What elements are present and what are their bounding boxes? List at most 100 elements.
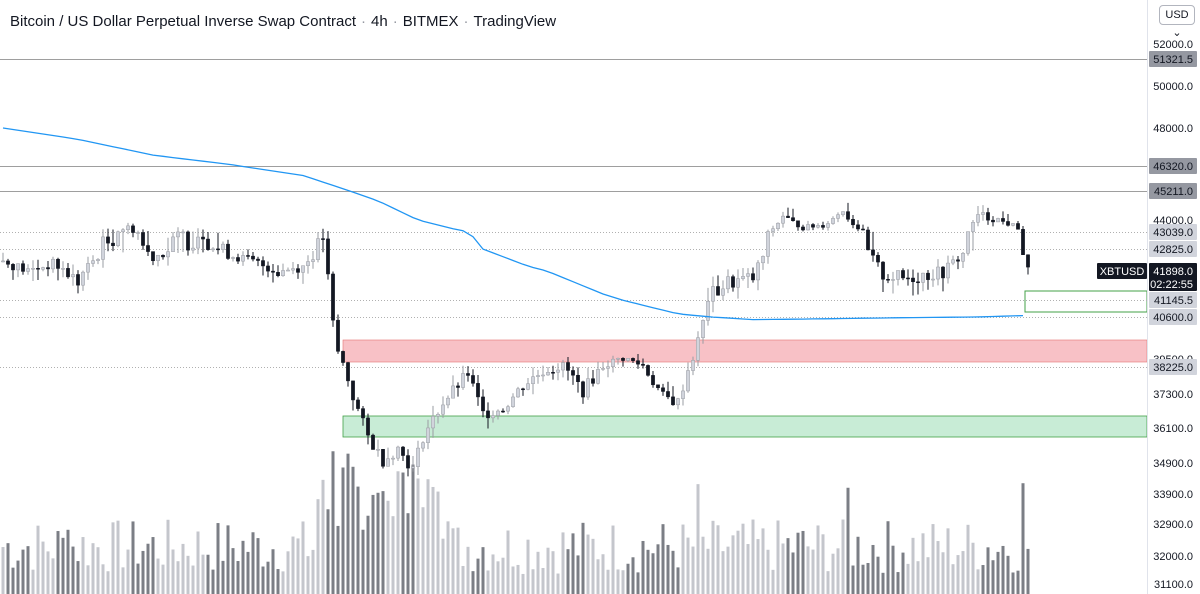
- volume-bar: [151, 537, 155, 594]
- volume-bar: [501, 557, 505, 594]
- volume-bar: [11, 567, 15, 594]
- currency-button[interactable]: USD ⌄: [1159, 5, 1195, 39]
- volume-bar: [436, 491, 440, 594]
- volume-bar: [461, 565, 465, 594]
- volume-bar: [206, 554, 210, 594]
- candle-body: [26, 268, 30, 272]
- candle-body: [1016, 223, 1020, 230]
- candle-body: [916, 281, 920, 284]
- y-axis-tick-label: 32000.0: [1153, 551, 1193, 563]
- volume-bar: [786, 538, 790, 594]
- candle-body: [851, 219, 855, 226]
- candle-body: [616, 358, 620, 360]
- candle-body: [321, 238, 325, 240]
- volume-bar: [1011, 572, 1015, 594]
- volume-bar: [711, 520, 715, 594]
- candle-body: [946, 262, 950, 279]
- volume-bar: [921, 533, 925, 594]
- volume-bar: [616, 569, 620, 594]
- candle-body: [66, 268, 70, 278]
- support-zone: [342, 415, 1148, 438]
- candle-body: [211, 248, 215, 251]
- volume-bar: [796, 532, 800, 594]
- candle-body: [106, 236, 110, 244]
- candle-body: [691, 360, 695, 371]
- volume-bar: [376, 492, 380, 594]
- candle-body: [501, 410, 505, 413]
- candle-body: [641, 363, 645, 366]
- countdown-label: 02:22:55: [1150, 279, 1193, 291]
- candle-body: [426, 427, 430, 443]
- volume-bar: [676, 567, 680, 594]
- candle-body: [191, 247, 195, 251]
- candle-body: [736, 278, 740, 288]
- candle-body: [156, 254, 160, 262]
- candle-body: [166, 251, 170, 258]
- candle-body: [381, 449, 385, 467]
- candle-body: [696, 337, 700, 361]
- volume-bar: [826, 571, 830, 594]
- volume-bar: [996, 551, 1000, 594]
- volume-bar: [666, 544, 670, 594]
- candle-body: [621, 358, 625, 361]
- candle-body: [446, 397, 450, 406]
- candle-body: [441, 404, 445, 415]
- candle-body: [461, 373, 465, 388]
- volume-bar: [261, 566, 265, 594]
- candle-body: [756, 262, 760, 281]
- candle-body: [826, 223, 830, 228]
- volume-bar: [491, 554, 495, 594]
- volume-bar: [421, 507, 425, 594]
- volume-bar: [936, 541, 940, 594]
- candle-body: [521, 388, 525, 391]
- volume-bar: [721, 551, 725, 594]
- volume-bar: [686, 537, 690, 594]
- volume-bar: [176, 561, 180, 594]
- volume-bar: [1, 547, 5, 594]
- candle-body: [126, 225, 130, 231]
- candle-body: [121, 229, 125, 233]
- volume-bar: [696, 484, 700, 594]
- volume-bar: [871, 544, 875, 594]
- candle-body: [931, 278, 935, 281]
- candle-body: [786, 215, 790, 218]
- volume-bar: [906, 563, 910, 594]
- volume-bar: [656, 544, 660, 594]
- volume-bar: [311, 549, 315, 594]
- y-axis-tick-label: 31100.0: [1154, 579, 1193, 591]
- volume-bar: [546, 547, 550, 594]
- candle-body: [546, 372, 550, 376]
- volume-bar: [81, 537, 85, 594]
- candle-body: [306, 261, 310, 266]
- volume-bar: [381, 491, 385, 594]
- volume-bar: [396, 471, 400, 594]
- candle-body: [181, 231, 185, 234]
- volume-bar: [751, 519, 755, 594]
- candle-body: [316, 238, 320, 260]
- price-level-badge: [1149, 241, 1197, 257]
- volume-bar: [116, 520, 120, 594]
- volume-bar: [476, 558, 480, 594]
- volume-bar: [731, 535, 735, 594]
- price-level-label: 38225.0: [1153, 362, 1193, 374]
- candle-body: [996, 218, 1000, 223]
- interval-label[interactable]: 4h: [371, 13, 388, 30]
- candle-body: [456, 385, 460, 388]
- candle-body: [41, 267, 45, 270]
- candle-body: [286, 269, 290, 272]
- candle-body: [246, 255, 250, 257]
- volume-bar: [326, 509, 330, 594]
- candle-body: [471, 375, 475, 384]
- candle-body: [1001, 218, 1005, 222]
- volume-bar: [866, 562, 870, 594]
- candle-body: [926, 272, 930, 280]
- candle-body: [151, 251, 155, 262]
- candle-body: [496, 410, 500, 416]
- volume-bar: [726, 546, 730, 594]
- source-label: TradingView: [473, 13, 557, 30]
- volume-bar: [861, 564, 865, 594]
- volume-bar: [1006, 555, 1010, 594]
- y-axis-tick-label: 34900.0: [1153, 458, 1193, 470]
- target-zone: [1024, 290, 1148, 313]
